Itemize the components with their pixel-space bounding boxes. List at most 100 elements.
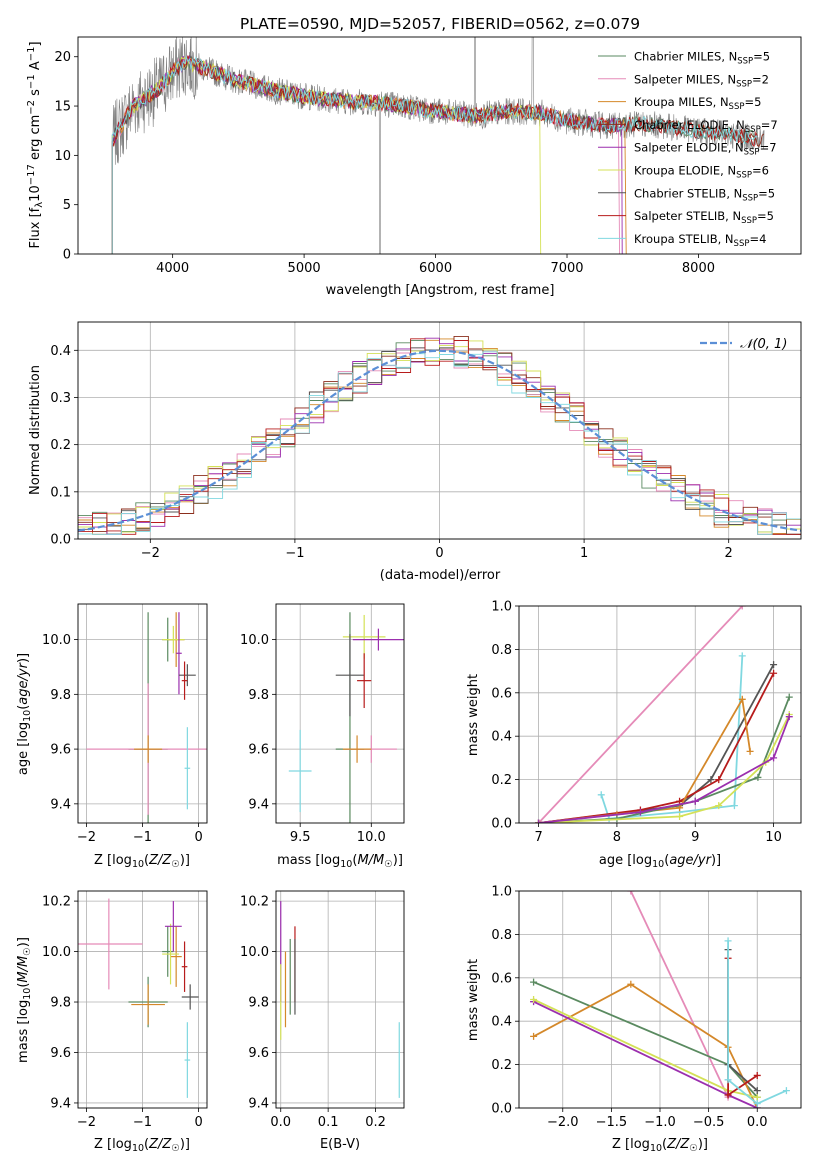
y-axis-label: mass [log10(M/M☉)] — [16, 937, 33, 1063]
mass-weight-marker-3-4 — [770, 669, 778, 677]
age-vs-metallicity-panel: −2 −1 0 9.4 9.6 9.8 10.0 Z [log10(Z/Z☉)] age [lo… — [16, 603, 208, 870]
y-tick-label-0: 0.0 — [491, 1102, 512, 1117]
y-tick-label-3: 15 — [54, 100, 71, 115]
spectrum-x-label: wavelength [Angstrom, rest frame] — [326, 283, 555, 298]
legend-entry-7: Salpeter STELIB, NSSP=5 — [634, 209, 774, 226]
mass-weight-marker-7-0 — [535, 819, 543, 823]
histogram-x-label: (data-model)/error — [380, 568, 501, 583]
mass-weight-marker-7-1 — [636, 808, 644, 816]
x-tick-label-1: −1 — [285, 546, 304, 561]
axes-frame — [518, 605, 802, 824]
y-tick-label-0: 9.4 — [50, 1096, 71, 1111]
axes-frame — [77, 321, 802, 540]
x-tick-label-0: 9.5 — [290, 830, 311, 845]
y-tick-label-3: 10.0 — [240, 633, 269, 648]
x-tick-label-2: −1.0 — [644, 1115, 676, 1130]
mass-weight-marker-4-3 — [738, 695, 746, 703]
ylabel-part-2: 10 — [28, 185, 43, 202]
mass-weight-marker-2-1 — [627, 980, 635, 988]
ylabel-part-4: erg cm — [28, 115, 43, 164]
mass-weight-marker-6-2 — [753, 1071, 761, 1079]
x-tick-label-0: 7 — [534, 830, 542, 845]
spectrum-panel: PLATE=0590, MJD=52057, FIBERID=0562, z=0… — [26, 15, 802, 298]
legend-entry-0: Chabrier MILES, NSSP=5 — [634, 50, 770, 67]
mass-vs-extinction-panel: 0.0 0.1 0.2 9.4 9.6 9.8 10.0 10.2 E(B-V) — [240, 890, 405, 1152]
y-tick-label-3: 0.6 — [491, 686, 512, 701]
y-tick-label-2: 0.4 — [491, 730, 512, 745]
legend-entry-6: Chabrier STELIB, NSSP=5 — [634, 186, 775, 203]
y-tick-label-4: 0.8 — [491, 643, 512, 658]
mass-weight-marker-5-2 — [753, 1087, 761, 1095]
y-tick-label-4: 0.8 — [491, 928, 512, 943]
y-axis-label: mass weight — [466, 959, 481, 1041]
x-tick-label-0: −2.0 — [547, 1115, 579, 1130]
x-tick-label-1: 5000 — [288, 261, 321, 276]
residual-histogram-panel: −2 −1 0 1 2 0.0 0.1 0.2 0.3 0.4 𝒩(0, 1) (data-mode… — [28, 321, 802, 583]
mass-weight-line-5 — [727, 949, 758, 1092]
y-tick-label-5: 1.0 — [491, 600, 512, 615]
mass-weight-line-0 — [537, 606, 743, 823]
model-spectrum-line-6 — [111, 55, 752, 254]
legend-entry-normal: 𝒩(0, 1) — [740, 337, 787, 352]
mass-weight-line-1 — [533, 981, 758, 1098]
x-tick-label-2: 0 — [194, 830, 202, 845]
x-tick-label-0: −2 — [77, 830, 96, 845]
ylabel-part-10: ] — [28, 41, 43, 46]
x-tick-label-0: −2 — [77, 1115, 96, 1130]
y-tick-label-3: 10.0 — [42, 633, 71, 648]
y-tick-label-1: 0.1 — [50, 485, 71, 500]
axes-frame — [275, 890, 405, 1109]
y-tick-label-0: 9.4 — [248, 1096, 269, 1111]
y-tick-label-1: 0.2 — [491, 1058, 512, 1073]
mass-vs-metallicity-panel: −2 −1 0 9.4 9.6 9.8 10.0 10.2 Z [log10(Z/Z☉)] mas… — [16, 890, 208, 1154]
mass-weight-marker-6-1 — [676, 812, 684, 820]
mass-weight-marker-2-2 — [707, 776, 715, 784]
y-tick-label-4: 20 — [54, 50, 71, 65]
axes-frame — [518, 890, 802, 1109]
mass-weight-marker-6-1 — [724, 1091, 732, 1099]
y-tick-label-3: 10.0 — [42, 945, 71, 960]
mass-weight-marker-7-1 — [724, 1076, 732, 1084]
ylabel-part-8: A — [28, 61, 43, 74]
x-tick-label-4: 8000 — [682, 261, 715, 276]
y-tick-label-1: 9.6 — [248, 743, 269, 758]
x-tick-label-1: −1.5 — [596, 1115, 628, 1130]
y-tick-label-2: 0.4 — [491, 1015, 512, 1030]
x-tick-label-2: 9 — [691, 830, 699, 845]
x-tick-label-3: −0.5 — [693, 1115, 725, 1130]
x-axis-label: Z [log10(Z/Z☉)] — [94, 853, 190, 870]
mass-weight-vs-age-panel: 7 8 9 10 0.0 0.2 0.4 0.6 0.8 1.0 age [log10(age/yr… — [466, 600, 802, 870]
mass-weight-line-4 — [533, 998, 758, 1099]
y-tick-label-2: 0.2 — [50, 438, 71, 453]
mass-weight-marker-7-4 — [785, 713, 793, 721]
y-tick-label-4: 10.2 — [240, 895, 269, 910]
y-tick-label-4: 0.4 — [50, 344, 71, 359]
x-tick-label-4: 2 — [725, 546, 733, 561]
x-tick-label-1: 0.1 — [318, 1115, 339, 1130]
y-tick-label-5: 1.0 — [491, 885, 512, 900]
y-tick-label-1: 0.2 — [491, 773, 512, 788]
x-tick-label-0: 0.0 — [270, 1115, 291, 1130]
y-tick-label-2: 9.8 — [50, 996, 71, 1011]
model-spectrum-line-2 — [111, 58, 627, 254]
mass-weight-marker-4-4 — [746, 747, 754, 755]
y-axis-label: age [log10(age/yr)] — [16, 653, 33, 775]
ylabel-part-7: −1 — [26, 74, 37, 89]
legend-entry-3: Chabrier ELODIE, NSSP=7 — [634, 118, 778, 135]
y-tick-label-2: 9.8 — [248, 996, 269, 1011]
x-tick-label-1: 10.0 — [357, 830, 386, 845]
mass-weight-marker-5-3 — [754, 773, 762, 781]
ylabel-part-3: −17 — [26, 164, 37, 185]
y-tick-label-3: 0.6 — [491, 971, 512, 986]
spectrum-y-label: Flux [fλ10−17 erg cm−2 s−1 A−1] — [26, 41, 45, 248]
x-tick-label-2: 0 — [194, 1115, 202, 1130]
y-tick-label-3: 0.3 — [50, 391, 71, 406]
ylabel-part-5: −2 — [26, 100, 37, 115]
mass-weight-marker-7-3 — [782, 1087, 790, 1095]
x-tick-label-3: 7000 — [550, 261, 583, 276]
mass-weight-marker-2-0 — [530, 1032, 538, 1040]
model-spectrum-line-4 — [111, 55, 623, 254]
y-tick-label-1: 9.6 — [50, 1046, 71, 1061]
model-spectrum-line-5 — [111, 56, 542, 254]
histogram-plot-area: −2 −1 0 1 2 0.0 0.1 0.2 0.3 0.4 𝒩(0, 1) — [50, 321, 802, 561]
